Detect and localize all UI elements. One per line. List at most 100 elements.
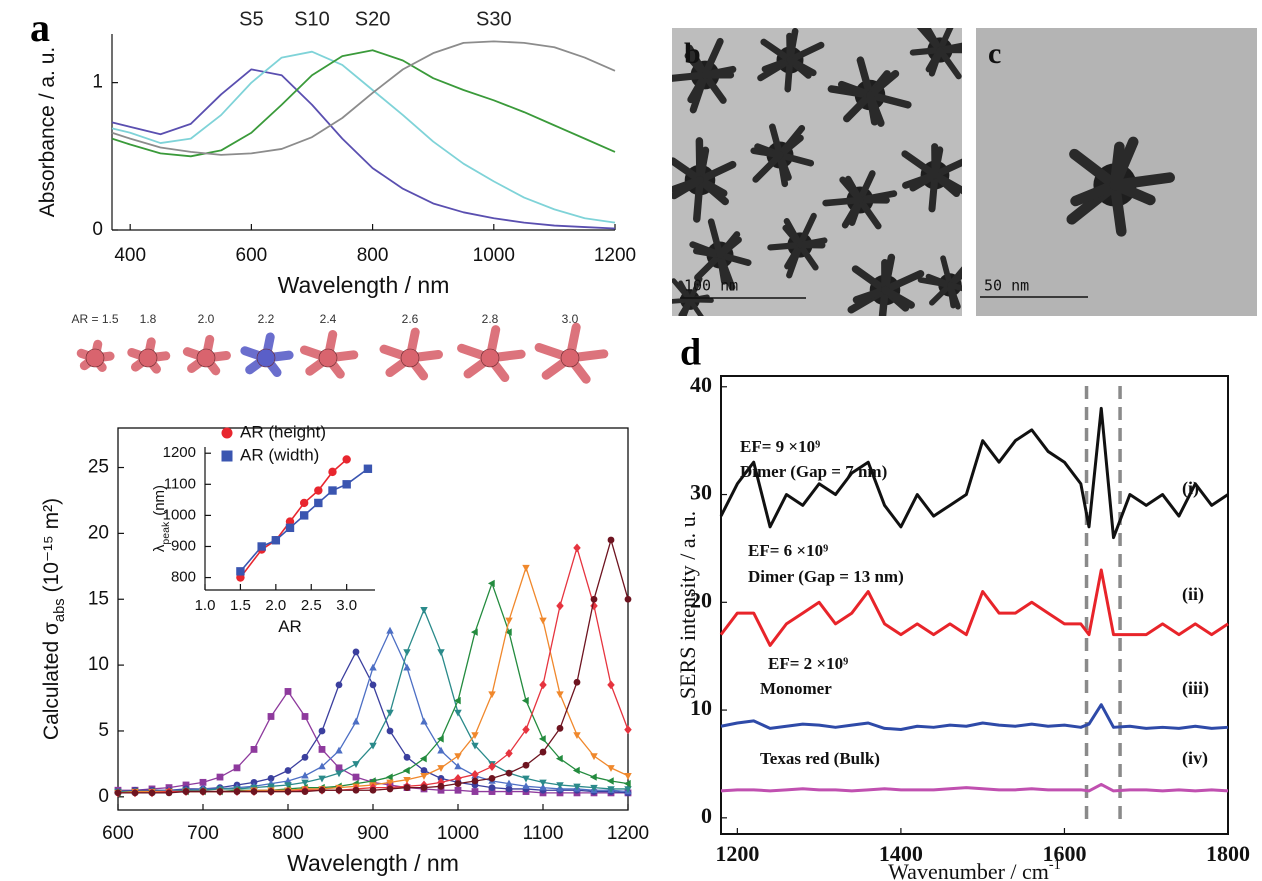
particle-arm (822, 196, 864, 207)
nanostar-core (400, 348, 420, 368)
marker (386, 709, 394, 717)
axis-title: Wavelength / nm (287, 850, 459, 876)
marker (318, 775, 326, 783)
particle-arm (901, 150, 939, 179)
marker (233, 788, 241, 795)
marker (199, 778, 207, 786)
structure-label: AR = 1.5 (71, 312, 118, 326)
particle-arm (750, 147, 784, 159)
marker (385, 773, 393, 781)
annotation: Dimer (Gap = 13 nm) (748, 567, 904, 586)
marker (386, 779, 394, 787)
marker (369, 786, 377, 794)
y-tick-label: 10 (88, 654, 109, 675)
series-label: (iv) (1182, 748, 1208, 769)
particle-arm (936, 28, 954, 54)
y-tick-label: 0 (92, 219, 103, 240)
nanostar (76, 339, 115, 372)
particle-arm (769, 123, 784, 159)
marker (284, 688, 292, 695)
series-line (117, 651, 629, 794)
particle-arm (786, 28, 799, 64)
particle-arm (796, 241, 819, 271)
particle-arm (856, 56, 874, 99)
marker (453, 696, 461, 705)
marker (573, 543, 581, 553)
marker (403, 784, 411, 792)
series-line (720, 782, 1229, 793)
y-tick-label: 40 (690, 372, 712, 397)
marker (318, 762, 326, 770)
marker (454, 709, 462, 717)
marker (403, 776, 411, 784)
marker (420, 717, 428, 725)
particle-arm (947, 282, 962, 292)
axis-title-part: -1 (1049, 857, 1061, 873)
marker (437, 649, 445, 657)
annotation: Dimer (Gap = 7 nm) (740, 462, 887, 481)
axis-title-part: Wavelength / nm (287, 850, 459, 876)
marker (521, 696, 529, 705)
x-tick-label: 1000 (473, 245, 515, 266)
x-tick-label: 1100 (523, 823, 564, 844)
particle-arm (693, 176, 704, 223)
axis-title: Wavelength / nm (278, 272, 450, 298)
structure-label: 2.0 (198, 312, 215, 326)
particle-arm (707, 218, 724, 259)
marker (624, 773, 632, 780)
marker (318, 746, 326, 753)
particle-arm (881, 253, 896, 294)
marker (607, 765, 615, 772)
marker (505, 617, 513, 625)
particle-arm (936, 46, 962, 80)
marker (148, 789, 156, 797)
marker (572, 766, 580, 775)
marker (420, 607, 428, 614)
particle-arm (681, 297, 693, 316)
particle-arm (843, 91, 874, 123)
marker (318, 727, 326, 735)
particle-arm (796, 237, 828, 249)
marker (342, 455, 351, 464)
particle-arm (940, 255, 953, 288)
particle-arm (878, 286, 889, 316)
nanostar (299, 330, 359, 379)
marker (624, 725, 632, 735)
marker (301, 771, 309, 779)
series-line (719, 406, 1229, 540)
marker (199, 788, 207, 795)
particle-arm (866, 70, 900, 99)
series-line (111, 68, 616, 230)
marker (471, 732, 479, 739)
axis-title: SERS intensity / a. u. (675, 511, 700, 699)
annotation: Monomer (760, 679, 832, 698)
series-label: S5 (239, 8, 263, 30)
particle-arm (866, 91, 912, 109)
axis-title: Wavenumber / cm-1 (888, 857, 1061, 881)
marker (403, 753, 411, 761)
particle-arm (928, 171, 939, 213)
particle-arm (672, 71, 709, 82)
marker (471, 742, 479, 750)
marker (454, 762, 462, 770)
structure-label: 3.0 (562, 312, 579, 326)
marker (284, 788, 292, 795)
particle-arm (678, 280, 693, 303)
marker (623, 779, 631, 788)
marker (522, 782, 530, 790)
marker (471, 777, 479, 785)
particle-arm (701, 37, 724, 79)
particle-arm (851, 265, 889, 294)
y-tick-label: 900 (171, 537, 196, 554)
particle-arm (796, 212, 817, 249)
marker (436, 735, 444, 743)
particle-arm (909, 46, 944, 56)
axis-title-part: peak (160, 521, 172, 545)
marker (284, 782, 292, 790)
marker (257, 542, 266, 551)
x-tick-label: 400 (114, 245, 146, 266)
marker (369, 681, 377, 689)
particle-arm (694, 251, 724, 281)
marker (301, 713, 309, 720)
